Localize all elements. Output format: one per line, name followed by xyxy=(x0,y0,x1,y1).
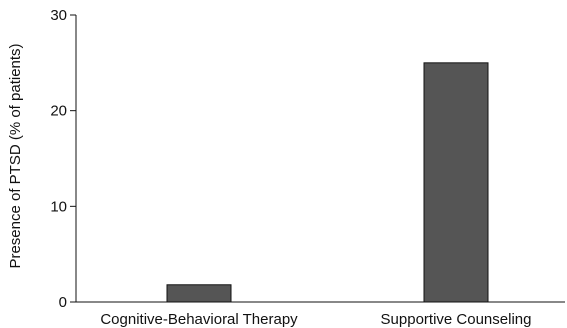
bar xyxy=(166,284,232,303)
x-category-label: Cognitive-Behavioral Therapy xyxy=(100,311,298,328)
x-axis: Cognitive-Behavioral Therapy Supportive C… xyxy=(76,301,565,328)
x-category-label: Supportive Counseling xyxy=(381,311,532,328)
bar xyxy=(423,62,489,303)
bars xyxy=(166,62,489,303)
y-tick-label: 20 xyxy=(50,103,67,120)
y-tick-label: 0 xyxy=(59,294,67,311)
y-axis: 0 10 20 30 xyxy=(50,7,77,311)
y-axis-title: Presence of PTSD (% of patients) xyxy=(7,43,24,268)
y-tick-label: 10 xyxy=(50,198,67,215)
y-tick-label: 30 xyxy=(50,7,67,24)
